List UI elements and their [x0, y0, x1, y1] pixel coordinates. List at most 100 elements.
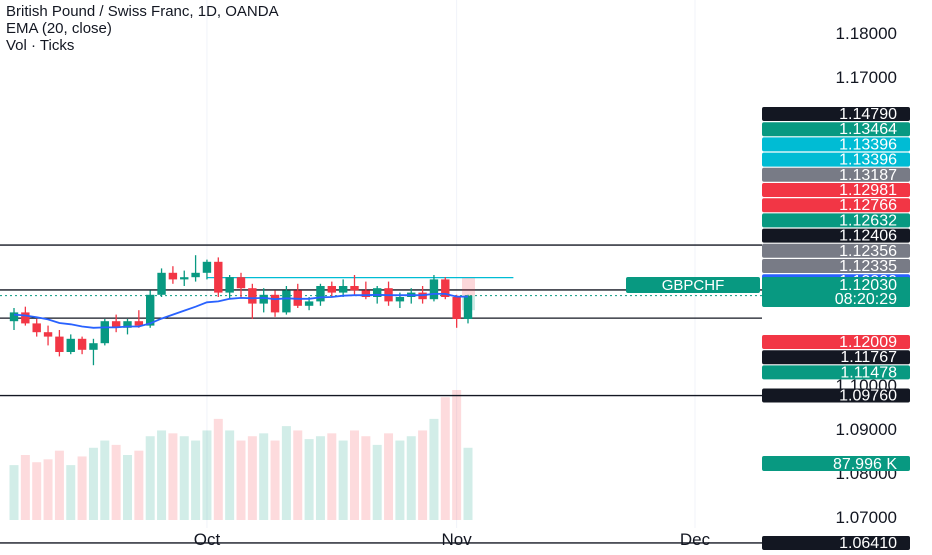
- volume-bar: [452, 390, 462, 520]
- time-axis-label: Dec: [680, 530, 711, 549]
- candle-body: [89, 343, 98, 350]
- price-label-text: 1.13464: [839, 121, 897, 138]
- candle-body: [463, 295, 473, 319]
- price-label-text: 1.12981: [839, 182, 897, 199]
- candle-body: [429, 279, 439, 300]
- ema-indicator-label[interactable]: EMA (20, close): [6, 20, 112, 37]
- candle-body: [146, 294, 155, 326]
- price-label-text: 1.06410: [839, 535, 897, 550]
- volume-bar: [259, 433, 269, 520]
- candle-body: [168, 272, 178, 280]
- symbol-title[interactable]: British Pound / Swiss Franc, 1D, OANDA: [6, 3, 279, 20]
- price-label-text: 1.11478: [840, 364, 897, 381]
- volume-bar: [213, 418, 223, 520]
- candle-body: [123, 321, 132, 328]
- price-label-badge: [762, 243, 910, 258]
- candle-body: [259, 294, 268, 304]
- candle-body: [395, 297, 405, 302]
- candle-body: [225, 277, 234, 293]
- volume-bar: [270, 440, 280, 520]
- volume-bar: [315, 436, 325, 520]
- candle-body: [202, 261, 212, 273]
- candle-body: [9, 312, 19, 322]
- time-axis-label: ep: [0, 530, 1, 549]
- volume-indicator-label[interactable]: Vol · Ticks: [6, 37, 75, 54]
- volume-value-text: 87.996 K: [833, 456, 897, 473]
- price-label-text: 1.14790: [839, 106, 897, 123]
- price-label-badge: [762, 213, 910, 228]
- volume-bar: [247, 436, 257, 520]
- candle-body: [452, 297, 461, 319]
- volume-bar: [100, 440, 110, 520]
- price-label-badge: [762, 335, 910, 349]
- time-axis-label: Oct: [194, 530, 221, 549]
- price-axis-tick-label: 1.17000: [836, 68, 897, 87]
- volume-bar: [54, 450, 64, 520]
- volume-bar: [168, 433, 178, 520]
- candle-body: [316, 286, 325, 302]
- price-label-text: 1.11767: [840, 349, 897, 366]
- price-label-text: 1.12335: [839, 258, 897, 275]
- candle-body: [236, 277, 246, 289]
- volume-bar: [293, 430, 303, 520]
- candle-body: [77, 338, 87, 350]
- price-label-badge: [762, 107, 910, 121]
- candle-body: [304, 301, 314, 306]
- volume-bar: [66, 465, 76, 520]
- volume-bar: [350, 430, 359, 520]
- price-axis-tick-label: 1.09000: [836, 420, 897, 439]
- last-price-badge: [762, 277, 910, 307]
- ema-line: [13, 293, 468, 329]
- price-label-badge: [762, 259, 910, 273]
- volume-bar: [440, 397, 450, 520]
- volume-bar: [429, 418, 439, 520]
- candle-body: [270, 294, 280, 313]
- candle-body: [441, 279, 450, 297]
- price-label-text: 1.12356: [839, 243, 897, 260]
- volume-bar: [111, 444, 121, 520]
- price-label-badge: [762, 365, 910, 380]
- volume-bar: [361, 436, 371, 520]
- price-label-text: 1.13396: [839, 152, 897, 169]
- price-label-badge: [762, 350, 910, 365]
- candle-body: [373, 288, 382, 297]
- volume-bar: [281, 426, 291, 520]
- last-price-text: 1.12030: [839, 277, 897, 294]
- symbol-tag-text: GBPCHF: [662, 277, 725, 294]
- volume-value-badge: [762, 456, 910, 471]
- price-label-text: 1.13187: [839, 167, 897, 184]
- price-label-badge: [762, 228, 910, 243]
- volume-bar: [191, 440, 201, 520]
- volume-bar: [20, 455, 30, 520]
- price-label-text: 1.13396: [839, 136, 897, 153]
- price-label-badge: [762, 137, 910, 152]
- price-label-badge: [762, 198, 910, 213]
- candle-body: [180, 277, 189, 280]
- volume-bar: [384, 433, 394, 520]
- candle-body: [43, 332, 53, 337]
- price-axis-tick-label: 1.18000: [836, 24, 897, 43]
- volume-bar: [32, 462, 42, 520]
- volume-bar: [338, 440, 348, 520]
- time-axis-label: Nov: [442, 530, 473, 549]
- price-label-badge: [762, 167, 910, 182]
- price-label-text: 1.12632: [839, 212, 897, 229]
- volume-bar: [304, 439, 314, 520]
- volume-bar: [225, 430, 235, 520]
- volume-bar: [418, 430, 428, 520]
- candle-body: [100, 321, 109, 344]
- candle-body: [157, 272, 166, 295]
- candle-body: [191, 272, 200, 278]
- price-label-badge: [762, 122, 910, 137]
- candle-body: [327, 286, 336, 293]
- volume-bar: [327, 433, 337, 520]
- price-label-badge: [762, 183, 910, 197]
- candle-body: [350, 286, 359, 291]
- volume-bar: [372, 444, 382, 520]
- volume-bar: [406, 436, 416, 520]
- volume-bar: [179, 436, 189, 520]
- volume-bar: [88, 447, 98, 520]
- candle-body: [21, 312, 30, 324]
